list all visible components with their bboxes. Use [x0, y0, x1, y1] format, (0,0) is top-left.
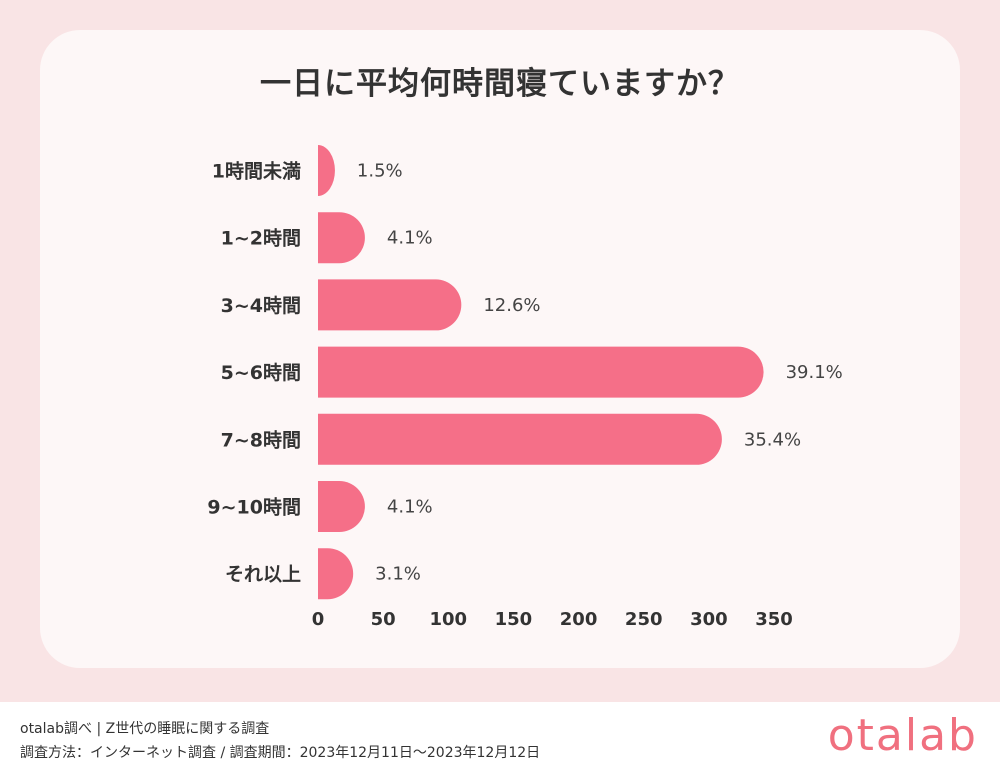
value-label: 1.5%	[357, 161, 403, 182]
x-tick-label: 350	[755, 609, 793, 630]
value-label: 12.6%	[483, 295, 540, 316]
footer: otalab調べ | Z世代の睡眠に関する調査 調査方法：インターネット調査 /…	[0, 702, 1000, 769]
value-label: 39.1%	[786, 362, 843, 383]
x-tick-label: 0	[312, 609, 325, 630]
x-tick-label: 250	[625, 609, 663, 630]
x-tick-label: 50	[371, 609, 396, 630]
bar-5	[318, 413, 722, 465]
category-label: 1時間未満	[212, 160, 301, 183]
bar-1	[318, 145, 335, 196]
x-tick-label: 300	[690, 609, 728, 630]
bar-4	[318, 346, 764, 398]
x-tick-label: 100	[429, 609, 467, 630]
x-tick-label: 150	[495, 609, 533, 630]
chart-title: 一日に平均何時間寝ていますか？	[260, 66, 740, 102]
survey-method-note: 調査方法：インターネット調査 / 調査期間：2023年12月11日〜2023年1…	[20, 745, 541, 761]
bar-6	[318, 481, 365, 532]
brand-logo: otalab	[827, 710, 978, 761]
category-label: 1~2時間	[221, 228, 301, 250]
bar-7	[318, 548, 354, 600]
value-label: 4.1%	[387, 497, 433, 518]
value-label: 4.1%	[387, 228, 433, 249]
value-labels: 1.5% 4.1% 12.6% 39.1% 35.4% 4.1% 3.1%	[357, 161, 843, 585]
bar-3	[318, 279, 462, 331]
category-label: 3~4時間	[221, 295, 301, 317]
category-label: 9~10時間	[207, 497, 301, 519]
x-tick-label: 200	[560, 609, 598, 630]
value-label: 3.1%	[375, 564, 421, 585]
x-axis-ticks: 0 50 100 150 200 250 300 350	[312, 609, 793, 630]
source-note: otalab調べ | Z世代の睡眠に関する調査	[20, 721, 270, 737]
category-label: 7~8時間	[221, 429, 301, 451]
category-label: それ以上	[225, 564, 301, 586]
bars-group	[318, 145, 764, 600]
value-label: 35.4%	[744, 429, 801, 450]
category-label: 5~6時間	[221, 362, 301, 384]
bar-2	[318, 212, 365, 264]
